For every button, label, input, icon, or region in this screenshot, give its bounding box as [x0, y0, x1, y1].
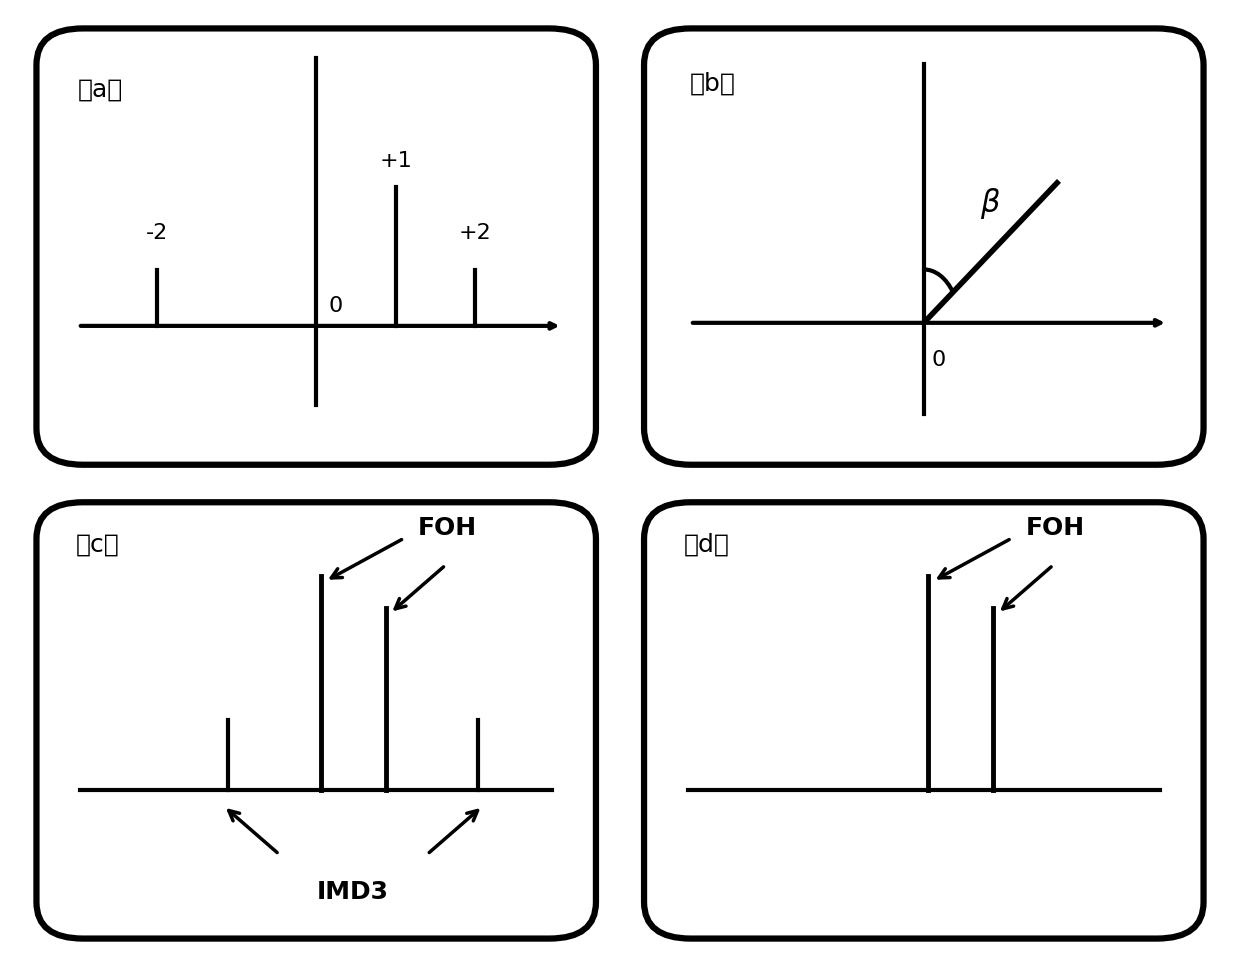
- Text: +1: +1: [379, 151, 412, 171]
- Text: IMD3: IMD3: [317, 880, 389, 904]
- Text: 0: 0: [329, 296, 342, 316]
- Text: β: β: [980, 189, 999, 220]
- Text: FOH: FOH: [418, 515, 477, 540]
- Text: +2: +2: [459, 222, 491, 243]
- Text: （b）: （b）: [689, 72, 735, 95]
- FancyBboxPatch shape: [36, 28, 596, 465]
- FancyBboxPatch shape: [36, 502, 596, 939]
- Text: FOH: FOH: [1025, 515, 1085, 540]
- Text: （c）: （c）: [76, 533, 119, 557]
- FancyBboxPatch shape: [644, 502, 1204, 939]
- FancyBboxPatch shape: [644, 28, 1204, 465]
- Text: -2: -2: [146, 222, 169, 243]
- Text: （d）: （d）: [683, 533, 729, 557]
- Text: （a）: （a）: [78, 78, 123, 103]
- Text: 0: 0: [932, 350, 946, 370]
